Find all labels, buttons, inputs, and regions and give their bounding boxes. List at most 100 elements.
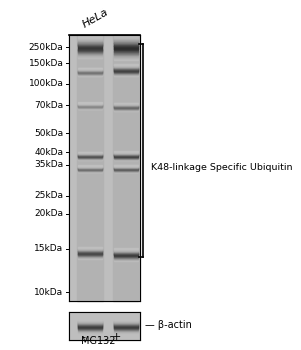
- Bar: [114, 69, 138, 70]
- Bar: [114, 36, 138, 37]
- Bar: [69, 312, 140, 340]
- Bar: [114, 324, 138, 325]
- Bar: [114, 255, 138, 256]
- Bar: [78, 42, 102, 43]
- Bar: [114, 38, 138, 39]
- Bar: [114, 58, 138, 59]
- Bar: [78, 324, 102, 325]
- Bar: [114, 75, 138, 76]
- Bar: [78, 49, 102, 50]
- Bar: [114, 329, 138, 330]
- Bar: [114, 251, 138, 252]
- Bar: [114, 321, 138, 322]
- Bar: [114, 323, 138, 324]
- Bar: [78, 41, 102, 42]
- Bar: [114, 42, 138, 43]
- Text: 50kDa: 50kDa: [34, 128, 64, 138]
- Bar: [78, 56, 102, 57]
- Bar: [114, 65, 138, 66]
- Bar: [114, 327, 138, 328]
- Bar: [78, 251, 102, 252]
- Bar: [78, 256, 102, 257]
- Bar: [114, 48, 138, 49]
- Text: 40kDa: 40kDa: [35, 148, 64, 157]
- Bar: [114, 258, 138, 259]
- Bar: [78, 38, 102, 39]
- Bar: [78, 329, 102, 330]
- Bar: [78, 332, 102, 333]
- Bar: [78, 41, 102, 42]
- Bar: [78, 251, 102, 252]
- Bar: [114, 259, 138, 260]
- Bar: [114, 260, 138, 261]
- Bar: [78, 48, 102, 49]
- Bar: [114, 67, 138, 68]
- Bar: [78, 43, 102, 44]
- Bar: [78, 330, 102, 331]
- Bar: [78, 248, 102, 249]
- Bar: [114, 74, 138, 75]
- Bar: [78, 44, 102, 45]
- Bar: [78, 37, 102, 38]
- Bar: [114, 330, 138, 331]
- Text: 150kDa: 150kDa: [29, 58, 64, 68]
- Bar: [78, 54, 102, 55]
- Bar: [78, 38, 102, 39]
- Bar: [114, 40, 138, 41]
- Bar: [78, 37, 102, 38]
- Bar: [78, 36, 102, 37]
- Bar: [78, 51, 102, 52]
- Bar: [78, 319, 102, 320]
- Bar: [114, 250, 138, 251]
- Bar: [114, 47, 138, 48]
- Bar: [78, 257, 102, 258]
- Bar: [78, 326, 102, 327]
- Bar: [114, 321, 138, 322]
- Bar: [114, 52, 138, 54]
- Bar: [78, 331, 102, 332]
- Bar: [114, 329, 138, 330]
- Bar: [114, 320, 138, 321]
- Bar: [114, 331, 138, 332]
- Bar: [78, 43, 102, 44]
- Bar: [78, 253, 102, 254]
- Bar: [78, 322, 102, 323]
- Bar: [114, 67, 138, 68]
- Bar: [114, 48, 138, 49]
- Bar: [78, 329, 102, 330]
- Bar: [114, 56, 138, 57]
- Bar: [78, 248, 102, 249]
- Bar: [114, 258, 138, 259]
- Bar: [78, 39, 102, 40]
- Bar: [78, 42, 102, 43]
- Bar: [114, 40, 138, 41]
- Text: -: -: [82, 332, 86, 342]
- Bar: [114, 74, 138, 75]
- Bar: [114, 66, 138, 67]
- Bar: [114, 37, 138, 38]
- Bar: [78, 57, 102, 58]
- Bar: [114, 35, 138, 36]
- Bar: [114, 35, 138, 36]
- Bar: [114, 55, 138, 56]
- Bar: [78, 49, 102, 50]
- Bar: [78, 325, 102, 326]
- Bar: [114, 320, 138, 321]
- Bar: [114, 332, 138, 333]
- Bar: [114, 57, 138, 58]
- Text: HeLa: HeLa: [80, 7, 110, 30]
- Bar: [114, 56, 138, 57]
- Bar: [114, 39, 138, 40]
- Bar: [114, 52, 138, 53]
- Bar: [78, 52, 102, 53]
- Text: 250kDa: 250kDa: [29, 43, 64, 52]
- Bar: [78, 50, 102, 51]
- Bar: [78, 321, 102, 322]
- Bar: [78, 320, 102, 321]
- Bar: [114, 64, 138, 65]
- Bar: [114, 328, 138, 329]
- Text: 15kDa: 15kDa: [34, 244, 64, 253]
- Bar: [114, 50, 138, 51]
- Text: 20kDa: 20kDa: [35, 209, 64, 218]
- Bar: [114, 257, 138, 258]
